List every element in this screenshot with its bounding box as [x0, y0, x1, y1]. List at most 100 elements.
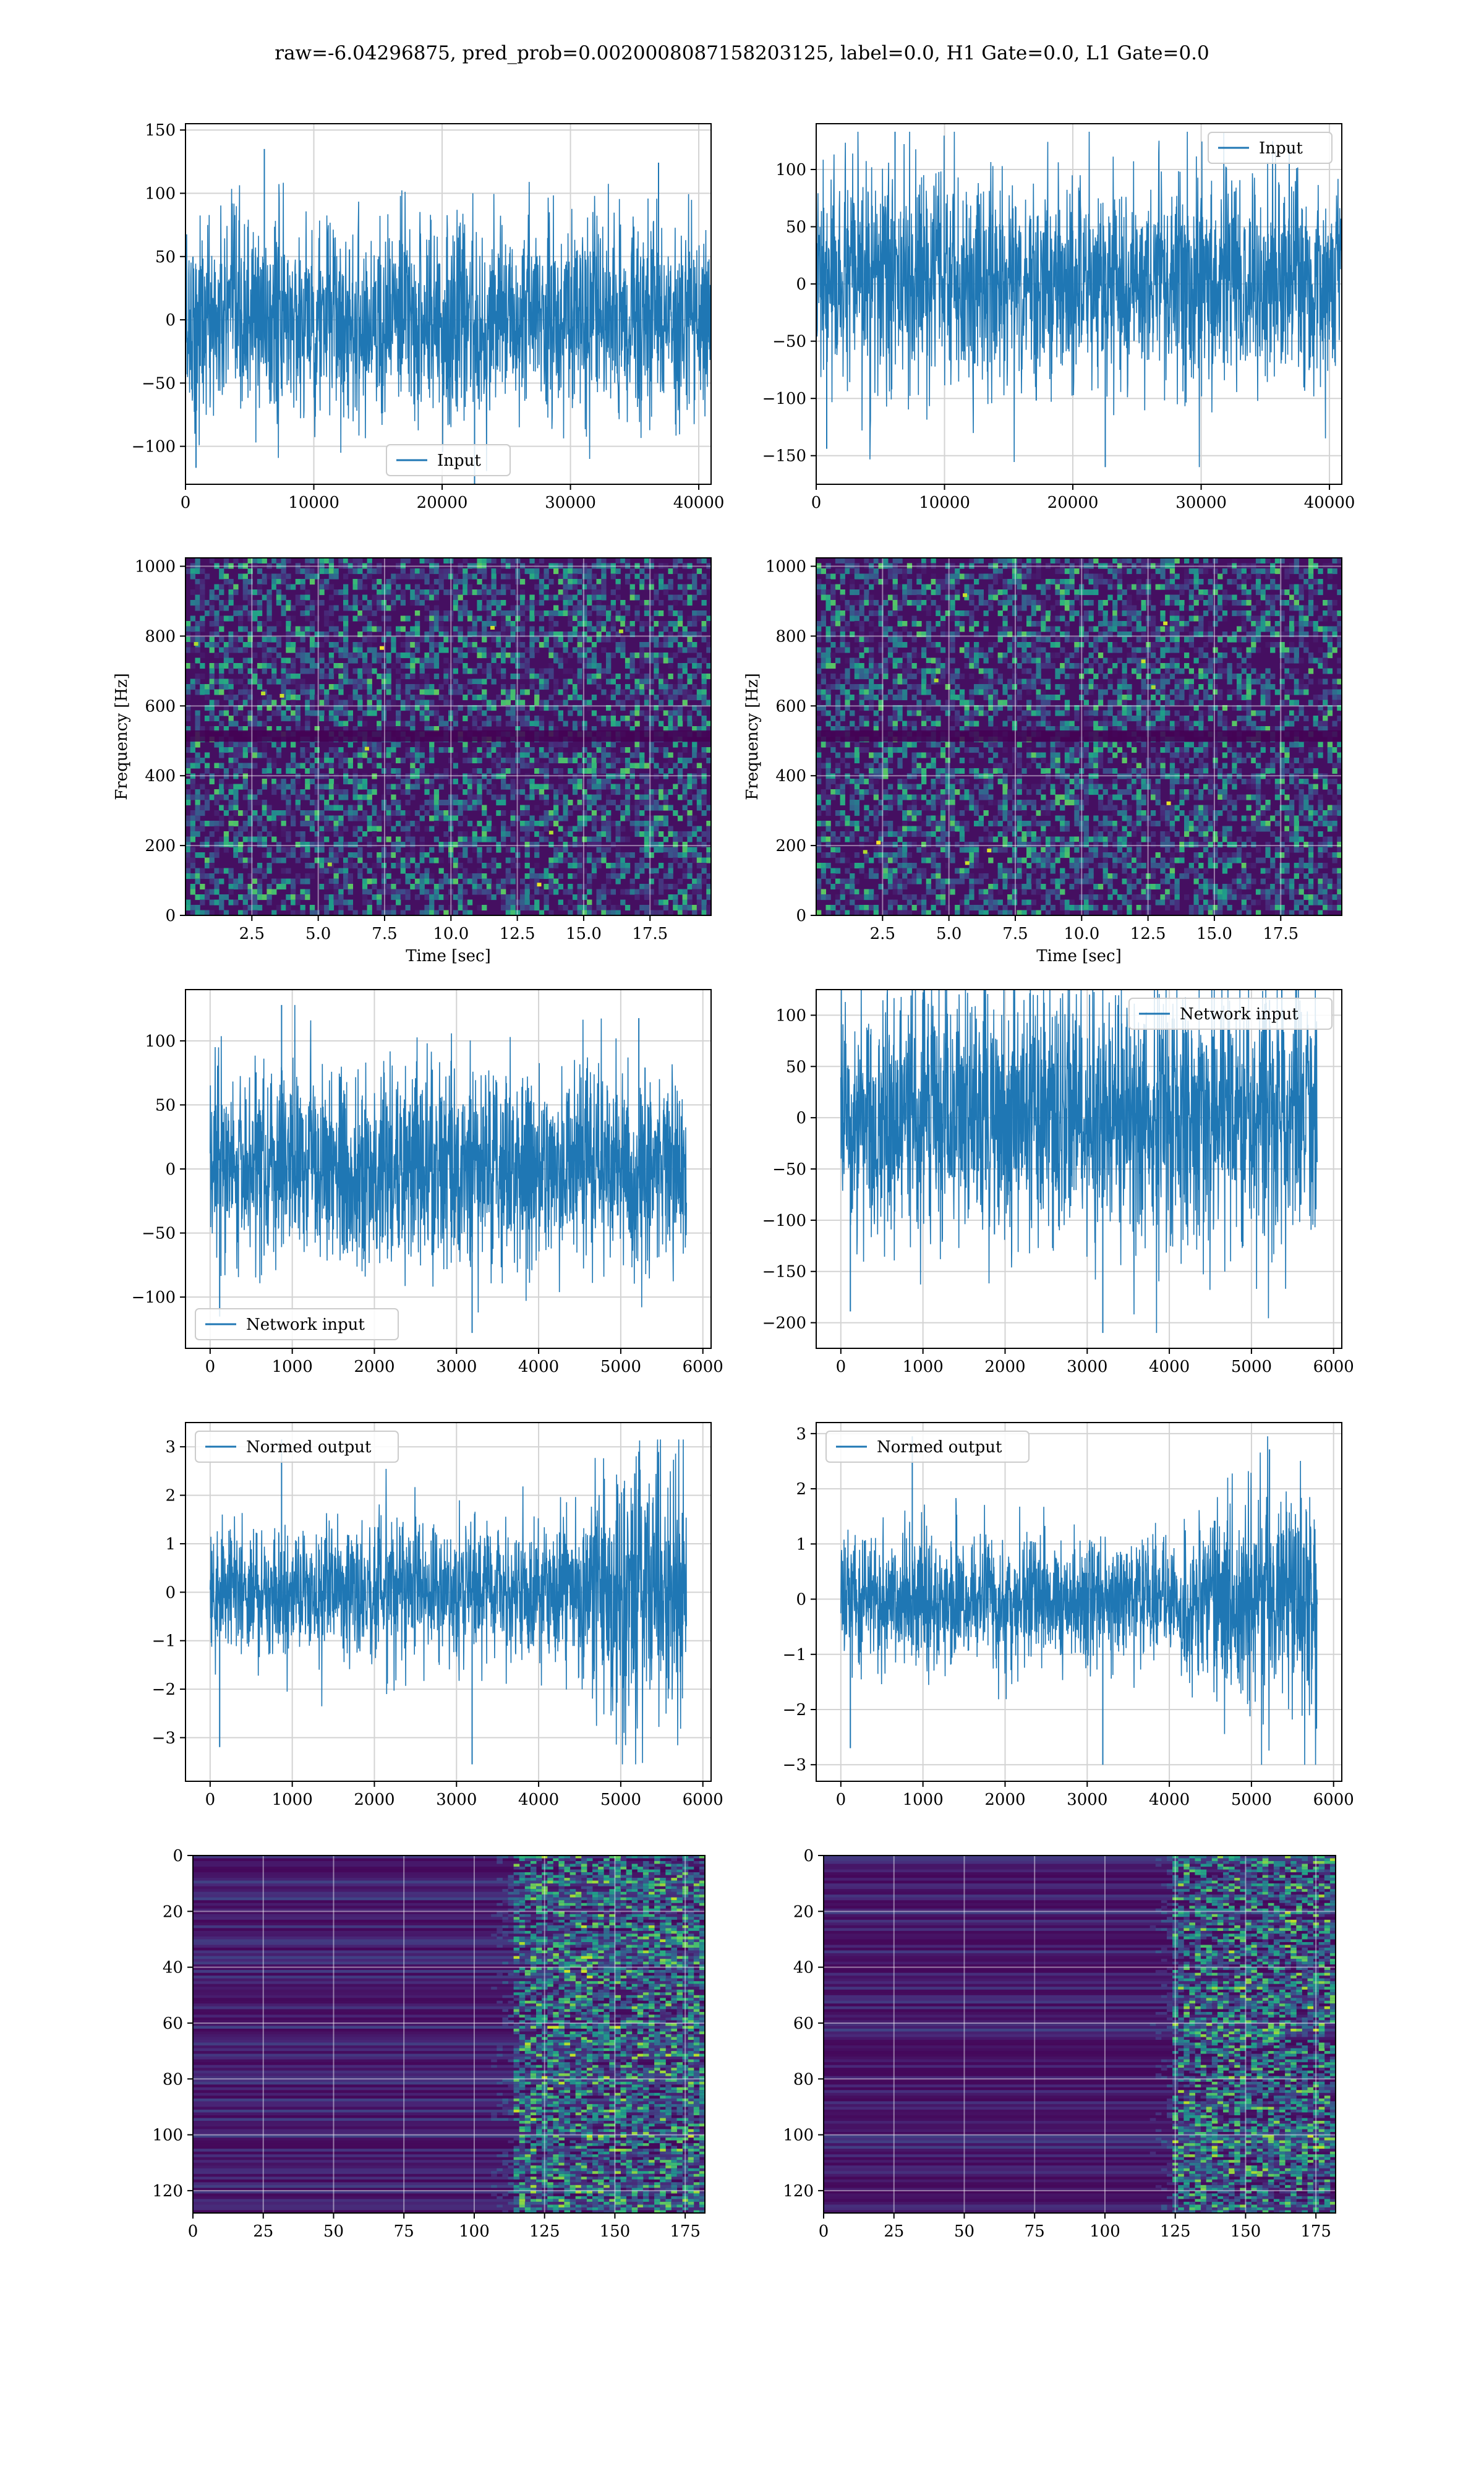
y-axis-label: Frequency [Hz]	[113, 673, 131, 800]
y-tick-label: −3	[783, 1756, 806, 1774]
x-tick-label: 2.5	[239, 925, 265, 943]
legend: Normed output	[825, 1431, 1030, 1463]
y-tick-label: 600	[145, 697, 176, 716]
y-tick-label: 40	[163, 1959, 183, 1977]
legend: Input	[1208, 132, 1333, 164]
y-tick-label: 40	[793, 1959, 814, 1977]
x-tick-label: 125	[529, 2222, 560, 2241]
axes-network-input-right: 0 1000 2000 3000 4000 5000 6000−200−150−100−50…	[762, 989, 1354, 1376]
y-tick-label: 0	[165, 311, 176, 330]
y-tick-label: 80	[793, 2070, 814, 2089]
x-tick-label: 5000	[1231, 1791, 1272, 1809]
y-tick-label: 1000	[765, 558, 806, 576]
x-tick-label: 6000	[683, 1358, 723, 1376]
axes-frame	[192, 1855, 706, 2214]
axes-normed-output-right: 0 1000 2000 3000 4000 5000 6000 −3 −2 −1 0 1 2 3 Norme…	[783, 1422, 1354, 1809]
x-tick-label: 3000	[436, 1791, 477, 1809]
y-tick-label: 0	[796, 275, 806, 294]
y-tick-label: 100	[775, 1006, 806, 1025]
y-tick-label: 100	[775, 161, 806, 179]
x-axis-label: Time [sec]	[406, 947, 491, 965]
series-extremes	[219, 1439, 640, 1765]
x-tick-label: 4000	[1149, 1791, 1190, 1809]
x-tick-label: 2.5	[870, 925, 895, 943]
x-tick-label: 0	[205, 1791, 216, 1809]
y-tick-label: 3	[165, 1438, 176, 1457]
x-tick-label: 3000	[1067, 1358, 1107, 1376]
x-tick-label: 75	[1025, 2222, 1045, 2241]
legend-label: Network input	[246, 1316, 365, 1334]
x-tick-label: 6000	[683, 1791, 723, 1809]
x-axis-label: Time [sec]	[1036, 947, 1122, 965]
spectrogram-cells	[186, 558, 712, 916]
legend: Normed output	[195, 1431, 399, 1463]
legend-label: Network input	[1180, 1005, 1298, 1024]
x-tick-label: 10.0	[433, 925, 469, 943]
x-tick-label: 6000	[1313, 1358, 1354, 1376]
y-tick-label: 800	[775, 627, 806, 646]
x-tick-label: 0	[205, 1358, 216, 1376]
x-tick-label: 0	[819, 2222, 829, 2241]
x-tick-label: 5000	[1231, 1358, 1272, 1376]
series-line	[210, 1004, 687, 1313]
y-tick-label: −200	[762, 1314, 806, 1333]
y-tick-label: −50	[772, 333, 806, 351]
axes-top-left: 0 10000 20000 30000 40000 −100 −50 0 50 100 150 Inp…	[132, 121, 725, 512]
x-tick-label: 12.5	[500, 925, 535, 943]
y-tick-label: 20	[163, 1903, 183, 1921]
series-line	[816, 131, 1342, 468]
legend: Network input	[195, 1308, 399, 1340]
y-tick-label: 50	[155, 1096, 176, 1115]
x-tick-label: 3000	[1067, 1791, 1107, 1809]
y-tick-label: 80	[163, 2070, 183, 2089]
x-tick-label: 75	[394, 2222, 414, 2241]
x-tick-label: 25	[884, 2222, 904, 2241]
y-tick-label: 200	[775, 837, 806, 855]
axes-frame	[185, 557, 712, 916]
y-tick-label: 100	[783, 2126, 814, 2145]
axes-frame	[185, 989, 712, 1349]
x-tick-label: 1000	[272, 1791, 313, 1809]
x-tick-label: 4000	[1149, 1358, 1190, 1376]
y-tick-label: −100	[762, 390, 806, 408]
y-tick-label: 0	[165, 907, 176, 925]
x-tick-label: 150	[600, 2222, 631, 2241]
x-tick-label: 0	[836, 1358, 846, 1376]
axes-top-right: 0 10000 20000 30000 40000 −150 −100 −50 0 50 100 In…	[762, 123, 1355, 512]
spectrogram-cells	[816, 558, 1342, 916]
axes-feature-map-right: 0 25 50 75 100 125 150 175 0 20 40 60 80 100 120	[783, 1847, 1336, 2241]
feature-map-cells	[193, 1856, 706, 2214]
x-tick-label: 100	[459, 2222, 490, 2241]
x-tick-label: 5.0	[936, 925, 962, 943]
y-tick-label: 400	[145, 767, 176, 785]
x-tick-label: 50	[954, 2222, 974, 2241]
x-tick-label: 175	[670, 2222, 701, 2241]
axes-spectrogram-right: Time [sec] Frequency [Hz] 2.5 5.0 7.5 10.0 12.…	[743, 557, 1342, 965]
y-tick-label: 2	[796, 1480, 806, 1499]
y-tick-label: 50	[155, 248, 176, 267]
y-tick-label: 600	[775, 697, 806, 716]
legend-label: Normed output	[246, 1438, 372, 1457]
x-tick-label: 1000	[272, 1358, 313, 1376]
x-tick-label: 2000	[354, 1358, 394, 1376]
y-tick-label: 200	[145, 837, 176, 855]
x-tick-label: 0	[181, 494, 191, 512]
axes-network-input-left: 0 1000 2000 3000 4000 5000 6000 −100 −50 0 50 100 Ne…	[132, 989, 723, 1376]
y-tick-label: 60	[163, 2014, 183, 2033]
y-tick-label: 0	[796, 1109, 806, 1128]
x-tick-label: 7.5	[372, 925, 397, 943]
y-axis-label: Frequency [Hz]	[743, 673, 762, 800]
series-line	[185, 182, 712, 471]
y-tick-label: 50	[786, 218, 806, 237]
y-tick-label: 0	[796, 907, 806, 925]
y-tick-label: −1	[783, 1646, 806, 1664]
legend-label: Input	[437, 452, 481, 470]
y-tick-label: 50	[786, 1058, 806, 1076]
x-tick-label: 0	[188, 2222, 198, 2241]
x-tick-label: 30000	[1175, 494, 1227, 512]
series-line	[840, 1436, 1318, 1765]
y-tick-label: 1	[165, 1535, 176, 1554]
x-tick-label: 50	[323, 2222, 344, 2241]
axes-frame	[816, 1422, 1342, 1782]
y-tick-label: −150	[762, 1263, 806, 1282]
